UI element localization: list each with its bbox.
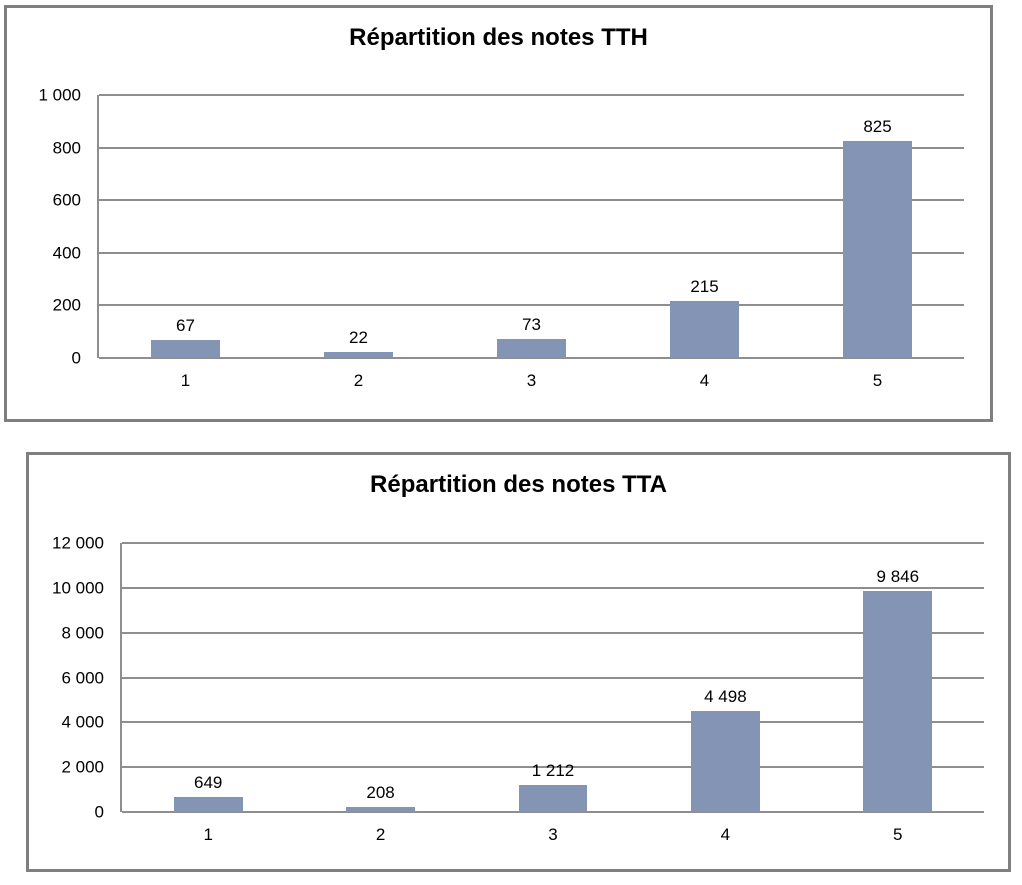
gridline xyxy=(99,251,964,254)
tta-bar-chart-panel: Répartition des notes TTA 0 2 000 4 000 6 0… xyxy=(26,452,1011,872)
bar-category-5 xyxy=(842,141,913,358)
gridline xyxy=(122,811,984,813)
y-axis-tick-label: 0 xyxy=(94,802,104,822)
gridline xyxy=(122,631,984,634)
y-axis-tick-label: 400 xyxy=(52,243,81,263)
gridline xyxy=(122,721,984,724)
bar-category-4 xyxy=(669,301,740,358)
y-axis-tick-label: 800 xyxy=(52,138,81,158)
x-axis-category-label: 1 xyxy=(203,825,213,844)
x-axis-category-label: 4 xyxy=(720,825,731,844)
y-axis-tick-label: 4 000 xyxy=(61,712,104,732)
y-axis-tick-label: 600 xyxy=(52,190,81,210)
bar-value-label: 4 498 xyxy=(704,687,747,707)
y-axis-tick-label: 2 000 xyxy=(61,757,104,777)
y-axis-tick-label: 6 000 xyxy=(61,668,104,687)
gridline xyxy=(99,357,964,359)
tth-bar-chart-panel: Répartition des notes TTH 0 200 400 600 800 1… xyxy=(4,5,993,422)
bar-value-label: 22 xyxy=(349,328,368,348)
y-axis-tick-label: 1 000 xyxy=(38,85,81,105)
bar-category-2 xyxy=(323,352,394,358)
x-axis-category-label: 2 xyxy=(375,825,386,844)
gridline xyxy=(99,199,964,202)
bar-value-label: 649 xyxy=(194,773,223,793)
x-axis-category-label: 5 xyxy=(872,371,883,390)
chart-title-tth: Répartition des notes TTH xyxy=(349,24,648,51)
x-axis-category-label: 4 xyxy=(699,371,710,390)
chart-title-tta: Répartition des notes TTA xyxy=(370,471,667,498)
bar-category-4 xyxy=(690,711,760,812)
gridline xyxy=(99,146,964,149)
y-axis-tick-label: 10 000 xyxy=(52,578,104,598)
bar-category-1 xyxy=(173,797,243,812)
tta-plot-area: 0 2 000 4 000 6 000 8 000 10 000 12 000 649 1 208… xyxy=(52,535,984,843)
gridline xyxy=(99,94,964,96)
bar-value-label: 208 xyxy=(366,783,395,803)
y-axis-tick-label: 12 000 xyxy=(52,533,104,553)
x-axis-category-label: 3 xyxy=(526,371,537,390)
x-axis-category-label: 5 xyxy=(893,825,903,844)
x-axis-category-label: 3 xyxy=(548,825,558,844)
gridline xyxy=(122,766,984,769)
bar-category-3 xyxy=(518,784,588,812)
bar-category-3 xyxy=(496,338,567,358)
tth-plot-area: 0 200 400 600 800 1 000 67 1 22 2 73 3 215 4 825 5 xyxy=(38,87,964,389)
bar-value-label: 67 xyxy=(176,316,195,336)
gridline xyxy=(99,304,964,307)
y-axis-tick-label: 200 xyxy=(52,295,81,315)
bar-category-5 xyxy=(863,591,933,812)
bar-value-label: 825 xyxy=(863,117,892,137)
bar-category-2 xyxy=(346,807,416,812)
bar-value-label: 1 212 xyxy=(531,760,575,780)
bar-value-label: 9 846 xyxy=(876,567,920,587)
x-axis-category-label: 2 xyxy=(353,371,364,390)
bar-value-label: 215 xyxy=(690,277,719,297)
y-axis-tick-label: 0 xyxy=(71,348,81,368)
bar-category-1 xyxy=(150,340,221,358)
y-axis-tick-label: 8 000 xyxy=(61,623,104,643)
gridline xyxy=(122,676,984,679)
gridline xyxy=(122,542,984,544)
gridline xyxy=(122,586,984,589)
bar-value-label: 73 xyxy=(522,314,541,334)
x-axis-category-label: 1 xyxy=(180,371,191,390)
